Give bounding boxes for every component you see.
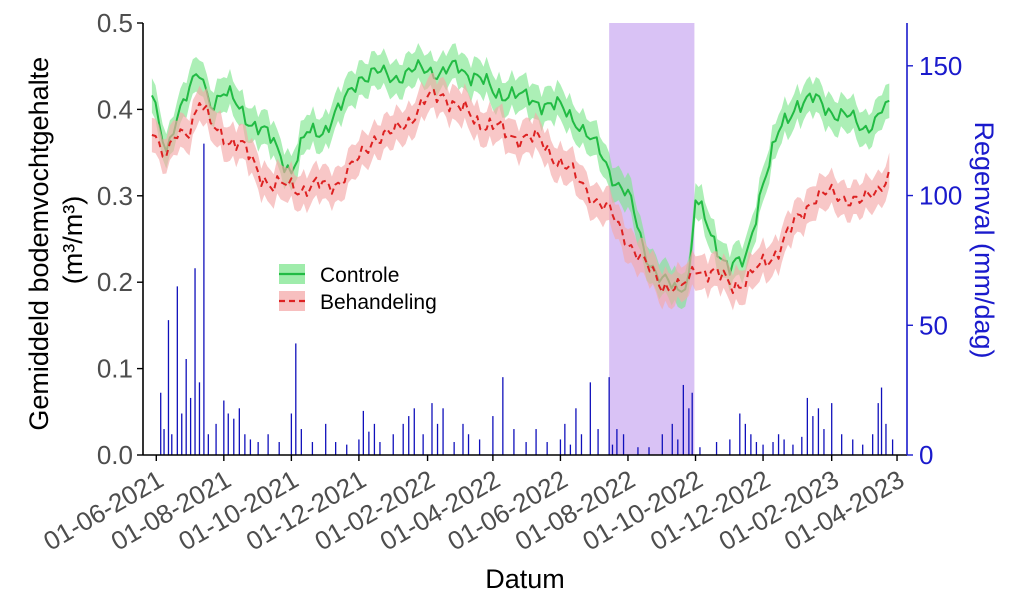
y2-tick-label: 50 — [919, 310, 948, 340]
y-tick-label: 0.4 — [97, 94, 133, 124]
series-line-behandeling — [151, 88, 891, 295]
legend: Controle Behandeling — [279, 264, 437, 314]
legend-controle-label: Controle — [320, 264, 399, 287]
y-axis-title: Gemiddeld bodemvochtgehalte (m³/m³) — [24, 49, 88, 430]
y-tick-label: 0.2 — [97, 267, 133, 297]
y-tick-label: 0.3 — [97, 181, 133, 211]
y-tick-label: 0.5 — [97, 8, 133, 38]
band-behandeling — [151, 72, 890, 311]
x-axis-title: Datum — [485, 564, 565, 594]
y-tick-label: 0.0 — [97, 440, 133, 470]
y-tick-label: 0.1 — [97, 354, 133, 384]
plot-area — [151, 23, 894, 455]
legend-behandeling-label: Behandeling — [320, 291, 437, 314]
y-axis-title-line-2: (m³/m³) — [58, 196, 88, 284]
y-axis-title-line-1: Gemiddeld bodemvochtgehalte — [24, 57, 54, 431]
y2-axis-title: Regenval (mm/dag) — [969, 121, 999, 358]
y2-tick-label: 0 — [919, 440, 933, 470]
series-line-controle — [151, 59, 890, 293]
y2-tick-label: 100 — [919, 181, 962, 211]
y2-tick-label: 150 — [919, 51, 962, 81]
